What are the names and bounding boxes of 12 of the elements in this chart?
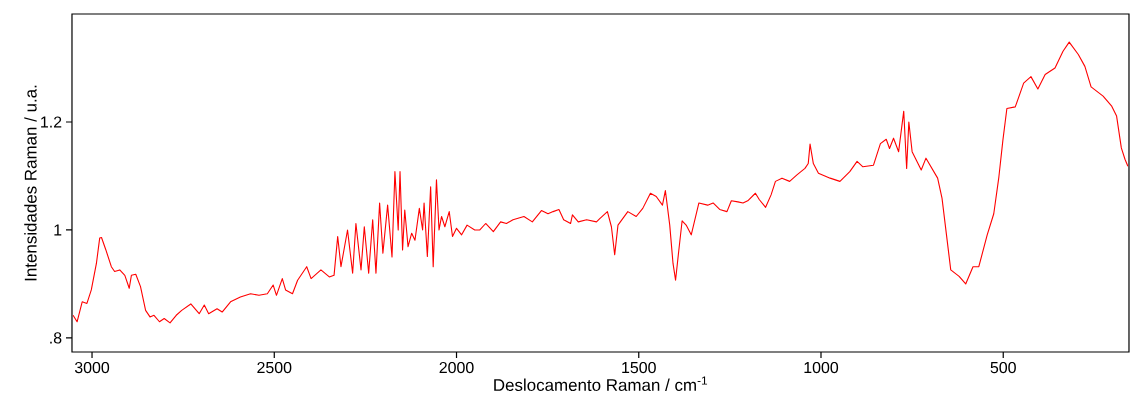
x-tick-label: 2000 xyxy=(439,361,474,374)
y-axis-title: Intensidades Raman / u.a. xyxy=(24,85,37,281)
x-tick-label: 1500 xyxy=(622,361,656,374)
x-axis-title: Deslocamento Raman / cm$^{-1}$ xyxy=(494,376,708,392)
y-tick-label: 1.2 xyxy=(41,116,62,128)
x-tick-label: 1000 xyxy=(804,361,839,374)
x-tick-label: 2500 xyxy=(257,361,292,374)
y-tick-label: .8 xyxy=(50,332,62,344)
x-tick-label: 500 xyxy=(990,361,1016,374)
y-tick-label: 1 xyxy=(54,224,62,236)
x-tick-label: 3000 xyxy=(74,361,110,374)
line-series xyxy=(72,41,1129,324)
